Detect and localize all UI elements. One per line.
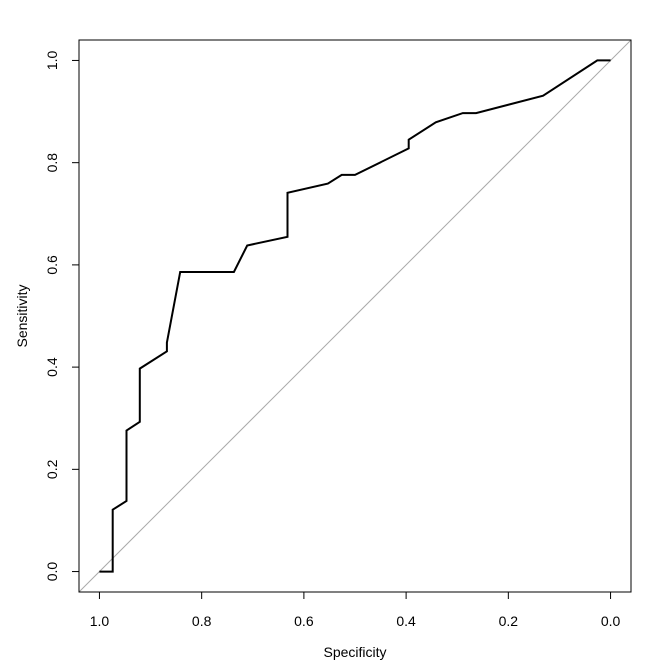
x-axis-title: Specificity	[323, 644, 386, 660]
x-tick-label: 1.0	[90, 613, 110, 629]
y-tick-label: 0.0	[44, 562, 60, 582]
y-tick-label: 0.6	[44, 255, 60, 275]
y-tick-label: 0.2	[44, 459, 60, 479]
roc-curve-line	[99, 59, 611, 573]
y-tick-label: 0.8	[44, 153, 60, 173]
y-axis-title: Sensitivity	[14, 284, 30, 347]
x-tick-label: 0.8	[192, 613, 212, 629]
y-tick-label: 1.0	[44, 51, 60, 71]
y-tick-label: 0.4	[44, 357, 60, 377]
x-tick-label: 0.6	[294, 613, 314, 629]
plot-frame	[78, 39, 632, 593]
x-tick-label: 0.4	[396, 613, 416, 629]
x-tick-label: 0.2	[499, 613, 519, 629]
reference-diagonal-line	[78, 39, 632, 593]
x-tick-label: 0.0	[601, 613, 621, 629]
